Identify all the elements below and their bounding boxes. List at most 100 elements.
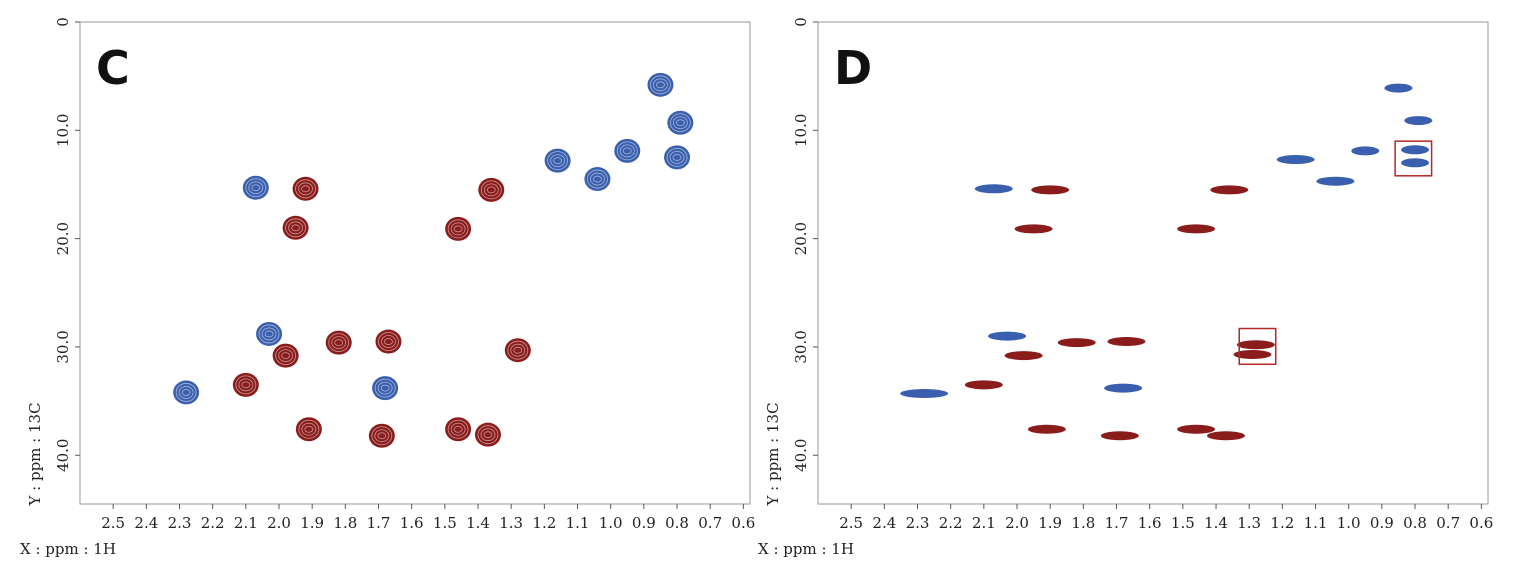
contour-ring bbox=[616, 141, 638, 161]
contour-ring bbox=[181, 389, 191, 396]
plot-frame bbox=[817, 21, 1489, 505]
x-axis-label: X : ppm : 1H bbox=[20, 540, 116, 558]
contour-ring bbox=[291, 224, 300, 232]
red-cross-peak bbox=[325, 330, 352, 355]
red-cross-peak bbox=[282, 215, 309, 240]
contour-ring bbox=[378, 332, 399, 351]
red-cross-peak bbox=[292, 176, 319, 201]
contour-ring bbox=[650, 75, 671, 95]
x-tick-label: 2.0 bbox=[267, 514, 291, 532]
contour-ring bbox=[486, 186, 496, 194]
x-tick-label: 1.0 bbox=[1337, 514, 1361, 532]
x-tick-label: 1.7 bbox=[1105, 514, 1129, 532]
x-tick-label: 2.0 bbox=[1005, 514, 1029, 532]
red-cross-peak bbox=[1236, 340, 1275, 350]
red-cross-peak bbox=[368, 423, 395, 448]
x-tick-label: 1.3 bbox=[1237, 514, 1261, 532]
x-tick-label: 1.5 bbox=[433, 514, 457, 532]
red-cross-peak bbox=[1177, 424, 1216, 434]
contour-ring bbox=[238, 378, 254, 392]
x-tick-label: 1.7 bbox=[367, 514, 391, 532]
contour-ring bbox=[374, 429, 390, 443]
contour-ring bbox=[301, 185, 310, 193]
red-cross-peak bbox=[1057, 338, 1096, 348]
contour-ring bbox=[480, 180, 502, 200]
contour-ring bbox=[178, 386, 194, 399]
blue-cross-peak bbox=[1401, 145, 1430, 155]
blue-cross-peak bbox=[1104, 383, 1143, 393]
x-tick-label: 1.2 bbox=[532, 514, 556, 532]
y-tick-label: 10.0 bbox=[792, 114, 810, 147]
red-cross-peak bbox=[1014, 224, 1053, 234]
contour-ring bbox=[298, 419, 320, 439]
blue-cross-peak bbox=[1384, 83, 1413, 93]
contour-ring bbox=[248, 181, 264, 195]
x-tick-label: 1.6 bbox=[1138, 514, 1162, 532]
contour-ring bbox=[328, 333, 350, 353]
contour-ring bbox=[450, 222, 466, 236]
blue-cross-peak bbox=[667, 110, 694, 135]
contour-ring bbox=[672, 153, 682, 161]
x-tick-label: 0.7 bbox=[698, 514, 722, 532]
contour-ring bbox=[666, 147, 688, 167]
contour-ring bbox=[507, 340, 529, 360]
blue-cross-peak bbox=[614, 138, 641, 163]
x-tick-label: 0.6 bbox=[731, 514, 755, 532]
contour-ring bbox=[241, 381, 251, 389]
red-cross-peak bbox=[964, 380, 1003, 390]
blue-cross-peak bbox=[1401, 158, 1430, 168]
contour-ring bbox=[301, 422, 317, 436]
contour-ring bbox=[669, 150, 685, 164]
x-axis-label: X : ppm : 1H bbox=[758, 540, 854, 558]
contour-ring bbox=[622, 147, 632, 155]
contour-ring bbox=[656, 81, 665, 89]
x-tick-label: 2.3 bbox=[168, 514, 192, 532]
x-tick-label: 0.8 bbox=[665, 514, 689, 532]
contour-ring bbox=[590, 172, 605, 186]
contour-ring bbox=[288, 221, 303, 235]
contour-ring bbox=[669, 113, 691, 133]
contour-ring bbox=[374, 378, 396, 398]
y-tick-label: 20.0 bbox=[54, 222, 72, 255]
x-tick-label: 1.8 bbox=[1071, 514, 1095, 532]
contour-ring bbox=[251, 184, 261, 192]
contour-ring bbox=[304, 425, 314, 433]
x-tick-label: 1.3 bbox=[499, 514, 523, 532]
contour-ring bbox=[384, 338, 393, 345]
blue-cross-peak bbox=[974, 184, 1013, 194]
contour-ring bbox=[295, 179, 316, 199]
y-tick-label: 10.0 bbox=[54, 114, 72, 147]
blue-cross-peak bbox=[256, 321, 283, 346]
blue-cross-peak bbox=[1276, 155, 1315, 165]
contour-ring bbox=[381, 335, 396, 348]
contour-ring bbox=[334, 339, 344, 347]
chart-panel-c: C 2.5 2.4 2.3 2.2 2.1 2.0 1.9 1.8 1.7 1.6 1.5 1.4 1.3… bbox=[20, 17, 755, 558]
blue-cross-peak bbox=[372, 376, 399, 401]
contour-ring bbox=[675, 119, 685, 127]
x-tick-label: 1.1 bbox=[566, 514, 590, 532]
x-tick-label: 1.9 bbox=[300, 514, 324, 532]
blue-cross-peak bbox=[988, 331, 1027, 341]
x-tick-label: 0.8 bbox=[1403, 514, 1427, 532]
contour-ring bbox=[258, 324, 280, 344]
contour-ring bbox=[447, 219, 469, 239]
x-tick-label: 1.0 bbox=[599, 514, 623, 532]
x-tick-label: 1.4 bbox=[466, 514, 490, 532]
y-tick-label: 40.0 bbox=[54, 439, 72, 472]
contour-ring bbox=[672, 116, 688, 130]
x-tick-label: 1.4 bbox=[1204, 514, 1228, 532]
chart-panel-d: D 2.5 2.4 2.3 2.2 2.1 2.0 1.9 1.8 1.7 1.6 1.5 1.4 1.3… bbox=[758, 17, 1493, 558]
red-cross-peak bbox=[1210, 185, 1249, 195]
red-cross-peak bbox=[445, 417, 472, 442]
x-tick-label: 2.3 bbox=[906, 514, 930, 532]
contour-ring bbox=[377, 381, 393, 395]
x-tick-label: 2.1 bbox=[234, 514, 258, 532]
contour-ring bbox=[547, 151, 569, 171]
red-cross-peak bbox=[445, 216, 472, 241]
y-axis-label: Y : ppm : 13C bbox=[764, 402, 782, 506]
contour-ring bbox=[553, 157, 563, 165]
red-cross-peak bbox=[295, 417, 322, 442]
red-cross-peak bbox=[232, 372, 259, 397]
contour-ring bbox=[235, 375, 257, 395]
blue-cross-peak bbox=[242, 175, 269, 200]
